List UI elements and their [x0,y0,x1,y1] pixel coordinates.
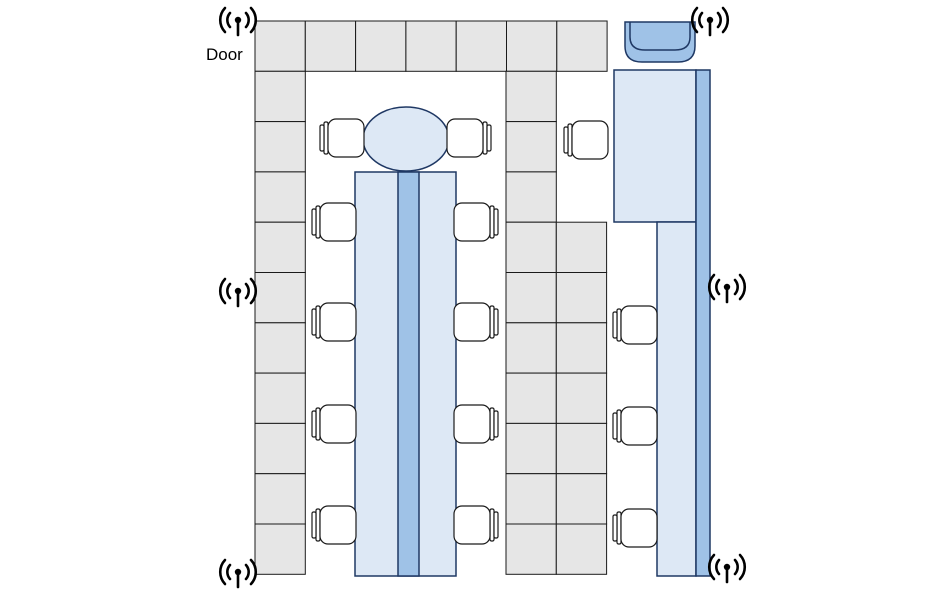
right-desk [613,21,711,577]
floor-tile [254,272,306,324]
conference-table-center-strip [397,171,420,577]
floor-tile [505,322,557,374]
floor-tile [555,221,608,273]
reception-counter [624,21,696,63]
chair-icon [612,305,658,345]
floor-tile [505,221,557,273]
chair-icon [311,505,357,545]
wifi-antenna-icon [218,6,258,37]
floor-tile [555,523,608,575]
floor-tile [405,20,457,72]
floor-tile [304,20,357,72]
floor-tile [556,20,608,72]
reception-counter-inner [629,22,691,51]
floor-tile [254,372,306,424]
chair-icon [612,508,658,548]
floor-tile [505,171,557,223]
chair-icon [453,505,499,545]
floor-tile [505,372,557,424]
floor-tile [254,121,306,173]
door-label: Door [206,45,243,64]
chair-icon [453,302,499,342]
round-table [362,106,450,172]
floor-tile [505,523,557,575]
right-desk-return [613,69,697,223]
floor-tile [254,70,306,123]
floor-tile [505,473,557,525]
floor-tile [506,20,558,72]
floor-tile [254,473,306,525]
floor-tile [555,473,608,525]
floor-tile [555,422,608,475]
floor-tile [254,171,306,223]
wifi-antenna-icon [218,558,258,589]
floor-tile [505,422,557,475]
floor-tile [505,272,557,324]
chair-icon [612,406,658,446]
floor-tiles [254,20,608,575]
floor-tile [254,322,306,374]
wifi-antenna-icon [218,277,258,308]
chairs [311,118,658,548]
chair-icon [446,118,492,158]
right-desk-surface [656,221,697,577]
wifi-antenna-icon [707,553,747,584]
floor-tile [355,20,407,72]
floor-tile [254,523,306,575]
chair-icon [563,120,609,160]
conference-table [354,106,457,577]
floor-tile [254,422,306,475]
chair-icon [311,302,357,342]
chair-icon [319,118,365,158]
right-desk-edge-strip [695,69,711,577]
chair-icon [311,404,357,444]
floor-tile [254,20,306,72]
chair-icon [453,404,499,444]
floor-tile [555,322,608,374]
floor-tile [505,121,557,173]
chair-icon [453,202,499,242]
access-points [218,6,747,589]
floor-tile [555,272,608,324]
chair-icon [311,202,357,242]
floor-tile [455,20,508,72]
floor-tile [505,70,557,123]
floor-tile [254,221,306,273]
floor-tile [555,372,608,424]
wifi-antenna-icon [707,273,747,304]
wifi-antenna-icon [690,6,730,37]
